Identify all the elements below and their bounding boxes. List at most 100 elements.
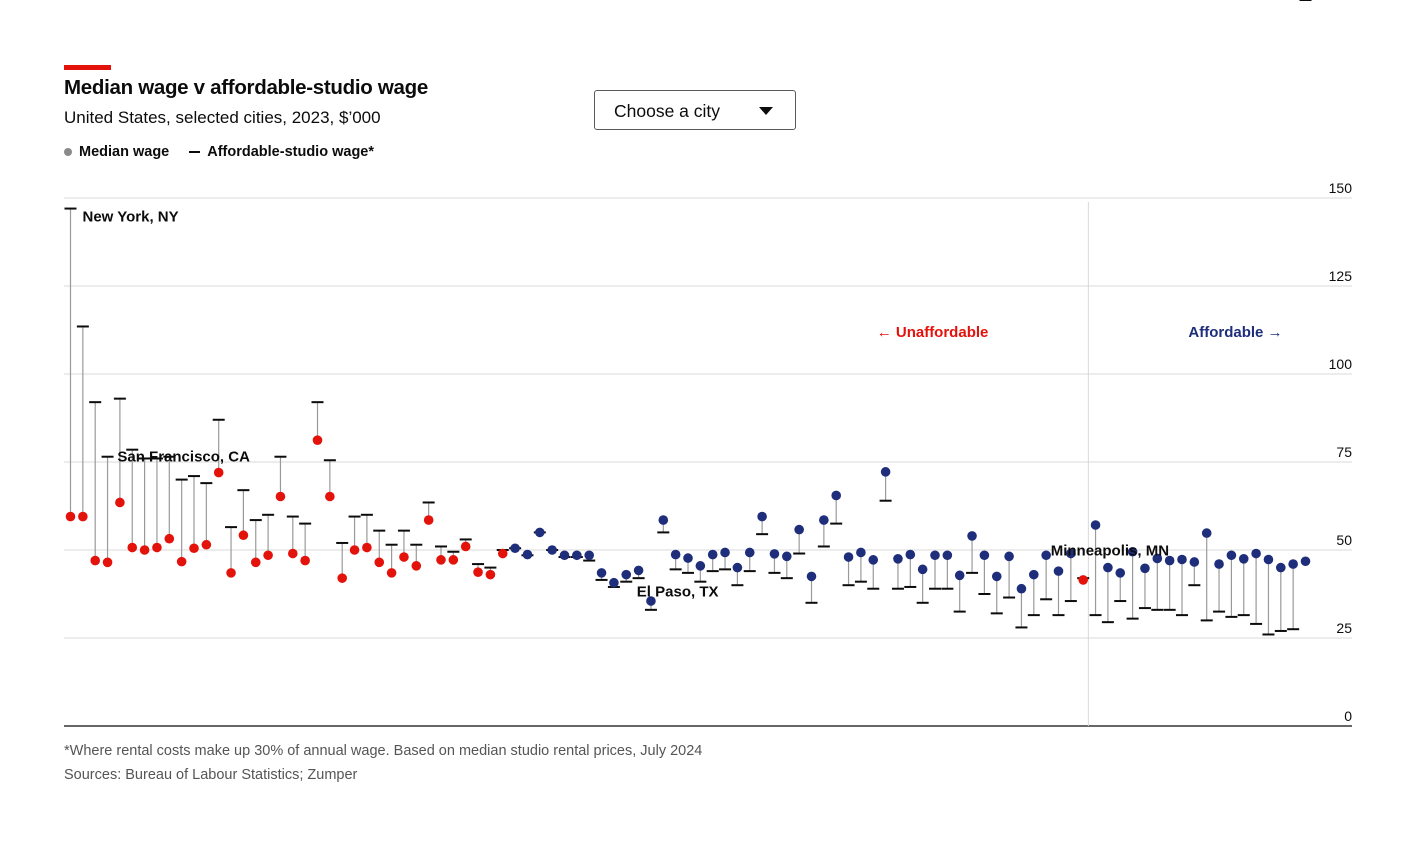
city-annotation: Minneapolis, MN [1051, 543, 1169, 560]
city-annotation: New York, NY [83, 209, 179, 226]
median-wage-dot [559, 550, 570, 561]
median-wage-dot [979, 550, 990, 561]
median-wage-dot [1127, 546, 1138, 557]
y-tick-label: 0 [1344, 708, 1352, 724]
median-wage-dot [78, 511, 88, 522]
median-wage-dot [1115, 568, 1126, 578]
median-wage-dot [806, 571, 817, 582]
footnote: *Where rental costs make up 30% of annua… [64, 743, 703, 759]
median-wage-dot [1164, 555, 1175, 566]
median-wage-dot [411, 561, 422, 571]
median-wage-dot [1226, 550, 1237, 561]
median-wage-dot [349, 545, 360, 555]
median-wage-dot [510, 543, 520, 554]
legend-item-studio: Affordable-studio wage* [189, 144, 374, 160]
median-wage-dot [843, 552, 854, 562]
median-wage-dot [1041, 550, 1051, 561]
median-wage-dot [325, 491, 335, 502]
median-wage-dot [399, 552, 409, 562]
median-wage-dot [967, 531, 977, 541]
median-wage-dot [893, 554, 903, 564]
median-wage-dot [1300, 556, 1311, 567]
median-wage-dot [1140, 563, 1150, 574]
median-wage-dot [312, 435, 323, 445]
affordable-label: Affordable → [1188, 324, 1282, 341]
median-wage-dot [584, 550, 594, 561]
median-wage-dot [930, 550, 940, 561]
median-wage-dot [1090, 520, 1101, 530]
median-wage-dot [856, 547, 866, 558]
median-wage-dot [695, 561, 706, 571]
median-wage-dot [374, 557, 385, 568]
median-wage-dot [1251, 548, 1261, 559]
median-wage-dot [633, 565, 644, 576]
median-wage-dot [337, 573, 348, 583]
median-wage-dot [127, 542, 138, 553]
median-wage-dot [1066, 548, 1076, 559]
city-select-label: Choose a city [614, 101, 721, 121]
median-wage-dot [720, 547, 730, 558]
city-annotation: San Francisco, CA [117, 449, 250, 466]
median-wage-dot [683, 553, 693, 563]
median-wage-dot [1053, 566, 1064, 576]
source-note: Sources: Bureau of Labour Statistics; Zu… [64, 767, 358, 783]
median-wage-dot [1263, 554, 1274, 565]
median-wage-dot [1276, 562, 1286, 573]
median-wage-dot [1029, 569, 1039, 580]
median-wage-dot [905, 549, 916, 560]
legend: Median wage Affordable-studio wage* [64, 144, 394, 160]
y-tick-label: 25 [1336, 620, 1352, 636]
median-wage-dot [102, 557, 113, 568]
median-wage-dot [176, 556, 187, 567]
city-select-dropdown[interactable]: Choose a city [594, 90, 796, 130]
median-wage-dot [250, 557, 261, 568]
median-wage-dot [263, 550, 273, 561]
legend-dash-icon [189, 151, 201, 153]
median-wage-dot [189, 543, 199, 554]
median-wage-dot [1189, 557, 1200, 567]
median-wage-dot [485, 569, 496, 580]
median-wage-dot [1288, 559, 1298, 569]
y-tick-label: 50 [1336, 532, 1352, 548]
median-wage-dot [164, 533, 175, 544]
legend-label-median: Median wage [79, 144, 170, 160]
median-wage-dot [152, 542, 162, 553]
median-wage-dot [436, 555, 446, 565]
median-wage-dot [1016, 583, 1027, 594]
median-wage-dot [757, 511, 767, 522]
median-wage-dot [782, 551, 792, 562]
median-wage-dot [942, 550, 953, 561]
city-annotation: El Paso, TX [637, 583, 719, 600]
median-wage-dot [386, 568, 397, 578]
median-wage-dot [362, 542, 372, 553]
median-wage-dot [1201, 528, 1212, 538]
median-wage-dot [868, 555, 879, 565]
chart-title: Median wage v affordable-studio wage [64, 76, 428, 99]
median-wage-dot [115, 497, 125, 508]
median-wage-dot [497, 548, 508, 559]
legend-label-studio: Affordable-studio wage* [207, 144, 375, 160]
median-wage-dot [917, 564, 928, 575]
median-wage-dot [744, 547, 755, 558]
median-wage-dot [572, 550, 582, 561]
y-tick-label: 100 [1329, 356, 1353, 372]
median-wage-dot [1177, 554, 1187, 565]
chart-subtitle: United States, selected cities, 2023, $’… [64, 108, 381, 127]
y-tick-label: 75 [1336, 444, 1352, 460]
median-wage-dot [473, 567, 483, 577]
median-wage-dot [596, 568, 607, 578]
median-wage-dot [991, 571, 1002, 582]
chevron-down-icon [759, 107, 773, 115]
y-tick-label: 125 [1329, 268, 1353, 284]
median-wage-dot [547, 545, 557, 555]
median-wage-dot [460, 541, 471, 552]
median-wage-dot [880, 467, 891, 477]
median-wage-dot [226, 568, 236, 578]
legend-item-median: Median wage [64, 144, 169, 160]
median-wage-dot [288, 548, 298, 559]
median-wage-dot [1004, 551, 1014, 562]
median-wage-dot [670, 549, 681, 560]
median-wage-dot [1238, 554, 1249, 564]
legend-dot-icon [64, 148, 72, 156]
